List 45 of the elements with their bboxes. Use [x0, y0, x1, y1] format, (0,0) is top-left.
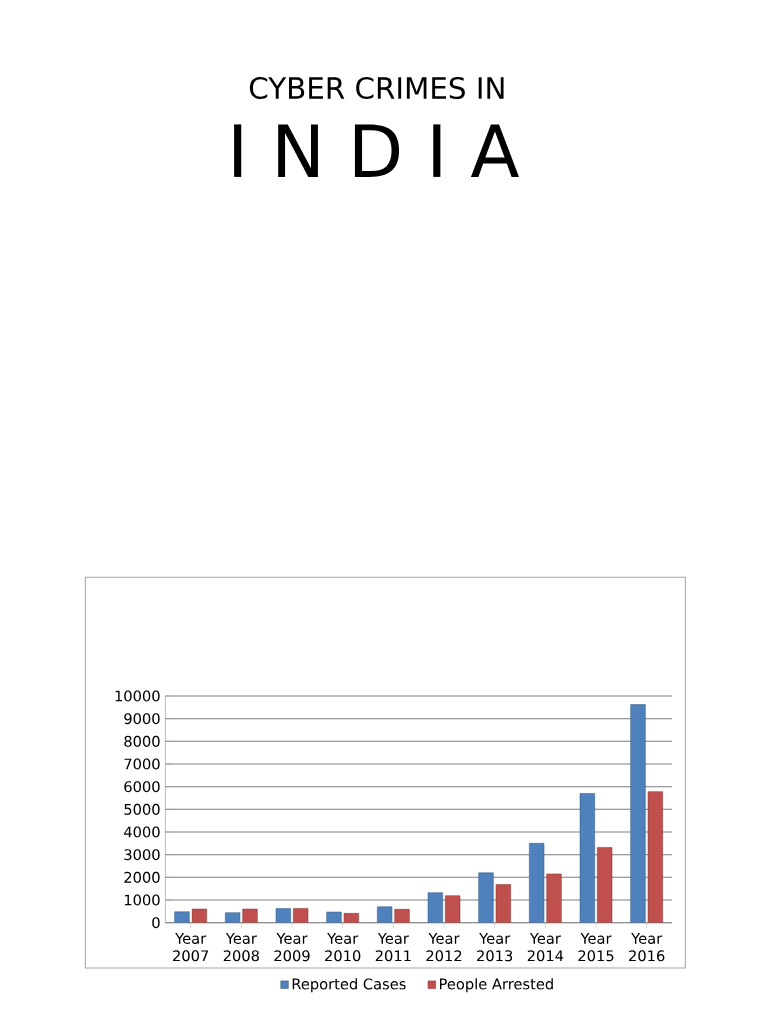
chart-subtitle: I N D I A: [234, 124, 519, 177]
y-tick-label: 6000: [124, 781, 160, 793]
x-tick-label: Year 2007: [173, 933, 209, 962]
bar: [242, 908, 258, 923]
y-tick-label: 10000: [115, 690, 160, 702]
x-tick-label: Year 2014: [527, 933, 564, 962]
bar: [191, 908, 207, 923]
bar: [445, 895, 461, 923]
x-tick-label: Year 2010: [325, 933, 361, 962]
y-tick-label: 1000: [124, 894, 160, 906]
bar: [495, 884, 511, 923]
bar: [647, 791, 663, 923]
bar: [343, 913, 359, 923]
bar: [225, 912, 241, 923]
y-tick-label: 9000: [124, 713, 160, 725]
bar: [377, 906, 393, 923]
y-tick-label: 3000: [124, 849, 160, 861]
bar: [597, 847, 613, 923]
y-tick-label: 5000: [124, 803, 160, 815]
bar: [478, 872, 494, 923]
bar: [174, 911, 190, 923]
y-tick-label: 4000: [124, 826, 160, 838]
bar: [529, 843, 545, 923]
y-tick-label: 7000: [124, 758, 160, 770]
bar: [326, 911, 342, 923]
bar: [394, 909, 410, 923]
x-tick-label: Year 2016: [629, 933, 665, 962]
bar: [579, 793, 595, 923]
y-tick-label: 2000: [124, 871, 160, 883]
bar: [427, 892, 443, 923]
bar: [275, 908, 291, 923]
chart-title: CYBER CRIMES IN: [249, 76, 504, 100]
x-tick-label: Year 2008: [223, 933, 259, 962]
x-tick-label: Year 2013: [477, 933, 513, 962]
legend-label: Reported Cases: [292, 978, 406, 993]
x-tick-label: Year 2015: [578, 933, 614, 962]
x-tick-label: Year 2012: [426, 933, 462, 962]
bar: [293, 908, 309, 923]
x-tick-label: Year 2011: [375, 933, 411, 962]
x-tick-label: Year 2009: [274, 933, 310, 962]
y-tick-label: 0: [152, 917, 160, 929]
bar: [630, 704, 646, 923]
y-tick-label: 8000: [124, 735, 160, 747]
legend-label: People Arrested: [439, 978, 553, 993]
bar: [546, 873, 562, 923]
